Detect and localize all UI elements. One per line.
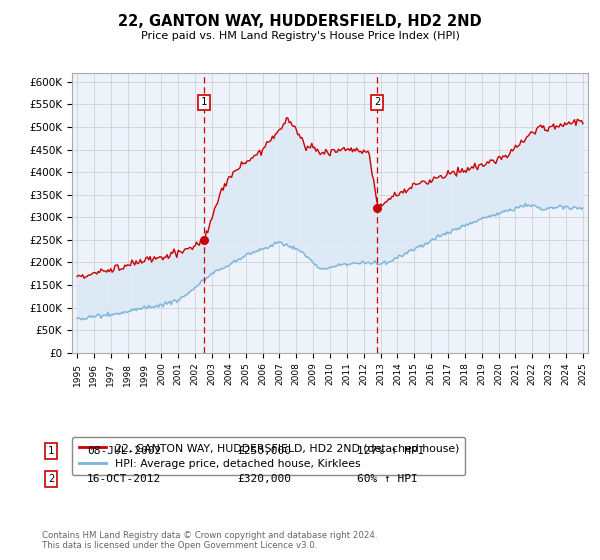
Text: 2: 2: [48, 474, 54, 484]
Text: 60% ↑ HPI: 60% ↑ HPI: [357, 474, 418, 484]
Text: 1: 1: [48, 446, 54, 456]
Text: 16-OCT-2012: 16-OCT-2012: [87, 474, 161, 484]
Text: 1: 1: [201, 97, 207, 107]
Text: 08-JUL-2002: 08-JUL-2002: [87, 446, 161, 456]
Text: 127% ↑ HPI: 127% ↑ HPI: [357, 446, 425, 456]
Text: 2: 2: [374, 97, 380, 107]
Text: 22, GANTON WAY, HUDDERSFIELD, HD2 2ND: 22, GANTON WAY, HUDDERSFIELD, HD2 2ND: [118, 14, 482, 29]
Legend: 22, GANTON WAY, HUDDERSFIELD, HD2 2ND (detached house), HPI: Average price, deta: 22, GANTON WAY, HUDDERSFIELD, HD2 2ND (d…: [72, 437, 466, 475]
Text: £250,000: £250,000: [237, 446, 291, 456]
Text: Contains HM Land Registry data © Crown copyright and database right 2024.
This d: Contains HM Land Registry data © Crown c…: [42, 531, 377, 550]
Text: Price paid vs. HM Land Registry's House Price Index (HPI): Price paid vs. HM Land Registry's House …: [140, 31, 460, 41]
Text: £320,000: £320,000: [237, 474, 291, 484]
